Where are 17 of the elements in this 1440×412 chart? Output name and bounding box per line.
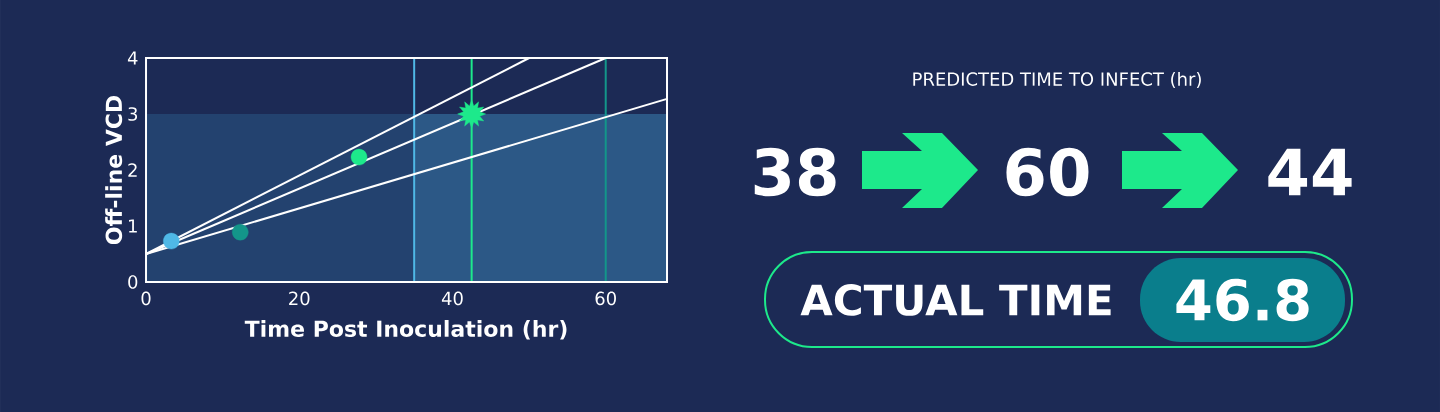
x-tick-label: 20 [289,291,310,306]
text: ACTUAL TIME [800,284,1111,316]
y-tick-label: 2 [128,163,137,177]
x-axis-title: Time Post Inoculation (hr) [244,320,567,340]
text: 60 [1006,147,1089,197]
text: 46.8 [1176,278,1309,322]
text: 44 [1268,148,1352,196]
x-tick-label: 0 [141,291,151,306]
y-tick-label: 4 [127,51,138,65]
x-tick-label: 60 [595,291,616,306]
y-tick-label: 1 [129,219,137,233]
y-axis-title: Off-line VCD [105,95,123,245]
y-tick-label: 3 [128,107,138,121]
text: 38 [754,147,836,197]
x-tick-label: 40 [441,291,463,306]
text: PREDICTED TIME TO INFECT (hr) [913,71,1201,89]
y-tick-label: 0 [128,275,138,289]
